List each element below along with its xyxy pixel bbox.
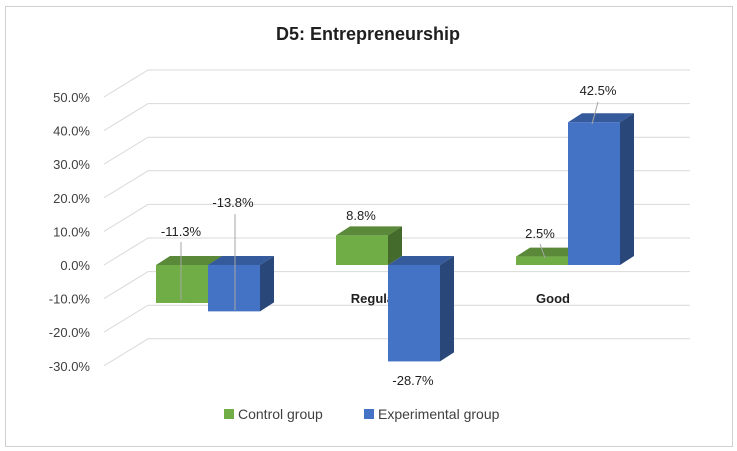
legend: Control group Experimental group <box>224 406 500 422</box>
bar <box>208 265 260 312</box>
legend-label: Control group <box>238 406 323 422</box>
data-label: 8.8% <box>346 208 376 223</box>
data-label: -13.8% <box>212 195 254 210</box>
y-tick-label: 20.0% <box>53 191 90 206</box>
y-tick-label: -30.0% <box>49 359 91 374</box>
data-label: 42.5% <box>580 83 617 98</box>
gridline <box>103 69 690 98</box>
bar-top <box>156 256 222 265</box>
y-tick-label: 50.0% <box>53 90 90 105</box>
gridline <box>103 103 690 132</box>
legend-label: Experimental group <box>378 406 500 422</box>
bar-side <box>440 256 454 362</box>
data-label: 2.5% <box>525 226 555 241</box>
bar-side <box>260 256 274 312</box>
gridline <box>103 203 690 232</box>
y-tick-label: 40.0% <box>53 124 90 139</box>
gridline <box>103 271 690 300</box>
bar-top <box>208 256 274 265</box>
bar <box>388 265 440 362</box>
y-tick-label: -10.0% <box>49 292 91 307</box>
bar-top <box>388 256 454 265</box>
bar-side <box>388 226 402 265</box>
leader-line <box>591 101 599 125</box>
y-axis-ticks: -30.0% -20.0% -10.0% 0.0% 10.0% 20.0% 30.0% 40.… <box>49 90 91 374</box>
gridline <box>103 136 690 165</box>
gridline <box>103 338 690 367</box>
legend-swatch <box>224 409 234 419</box>
y-tick-label: 0.0% <box>60 258 90 273</box>
gridlines <box>103 69 690 367</box>
bar-top <box>516 247 582 257</box>
bar-top <box>336 226 402 236</box>
y-tick-label: 30.0% <box>53 157 90 172</box>
gridline <box>103 237 690 266</box>
gridline <box>103 170 690 199</box>
bar <box>156 265 208 303</box>
bar <box>516 256 568 265</box>
category-label: Regular <box>351 291 399 306</box>
y-tick-label: 10.0% <box>53 224 90 239</box>
bars <box>156 113 634 362</box>
bar-top <box>568 113 634 123</box>
data-labels: -11.3% -13.8% 8.8% -28.7% 2.5% 42.5% <box>161 83 617 388</box>
category-label: Good <box>536 291 570 306</box>
gridline <box>103 304 690 333</box>
bar-side <box>620 113 634 265</box>
legend-swatch <box>364 409 374 419</box>
y-tick-label: -20.0% <box>49 325 91 340</box>
data-label: -11.3% <box>161 224 202 239</box>
bar <box>336 235 388 265</box>
data-label: -28.7% <box>392 373 434 388</box>
leader-line <box>539 243 546 259</box>
bar <box>568 122 620 265</box>
chart-title: D5: Entrepreneurship <box>276 24 460 44</box>
